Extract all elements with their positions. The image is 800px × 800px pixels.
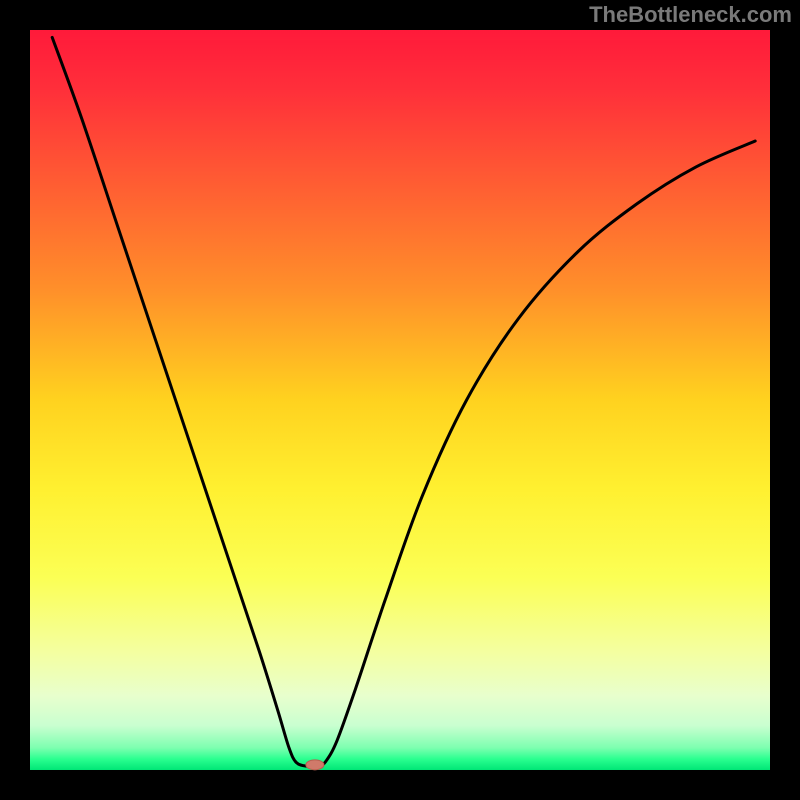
plot-gradient-background	[30, 30, 770, 770]
bottleneck-chart: TheBottleneck.com	[0, 0, 800, 800]
chart-svg	[0, 0, 800, 800]
watermark-text: TheBottleneck.com	[589, 2, 792, 28]
optimal-point-marker	[306, 760, 324, 770]
